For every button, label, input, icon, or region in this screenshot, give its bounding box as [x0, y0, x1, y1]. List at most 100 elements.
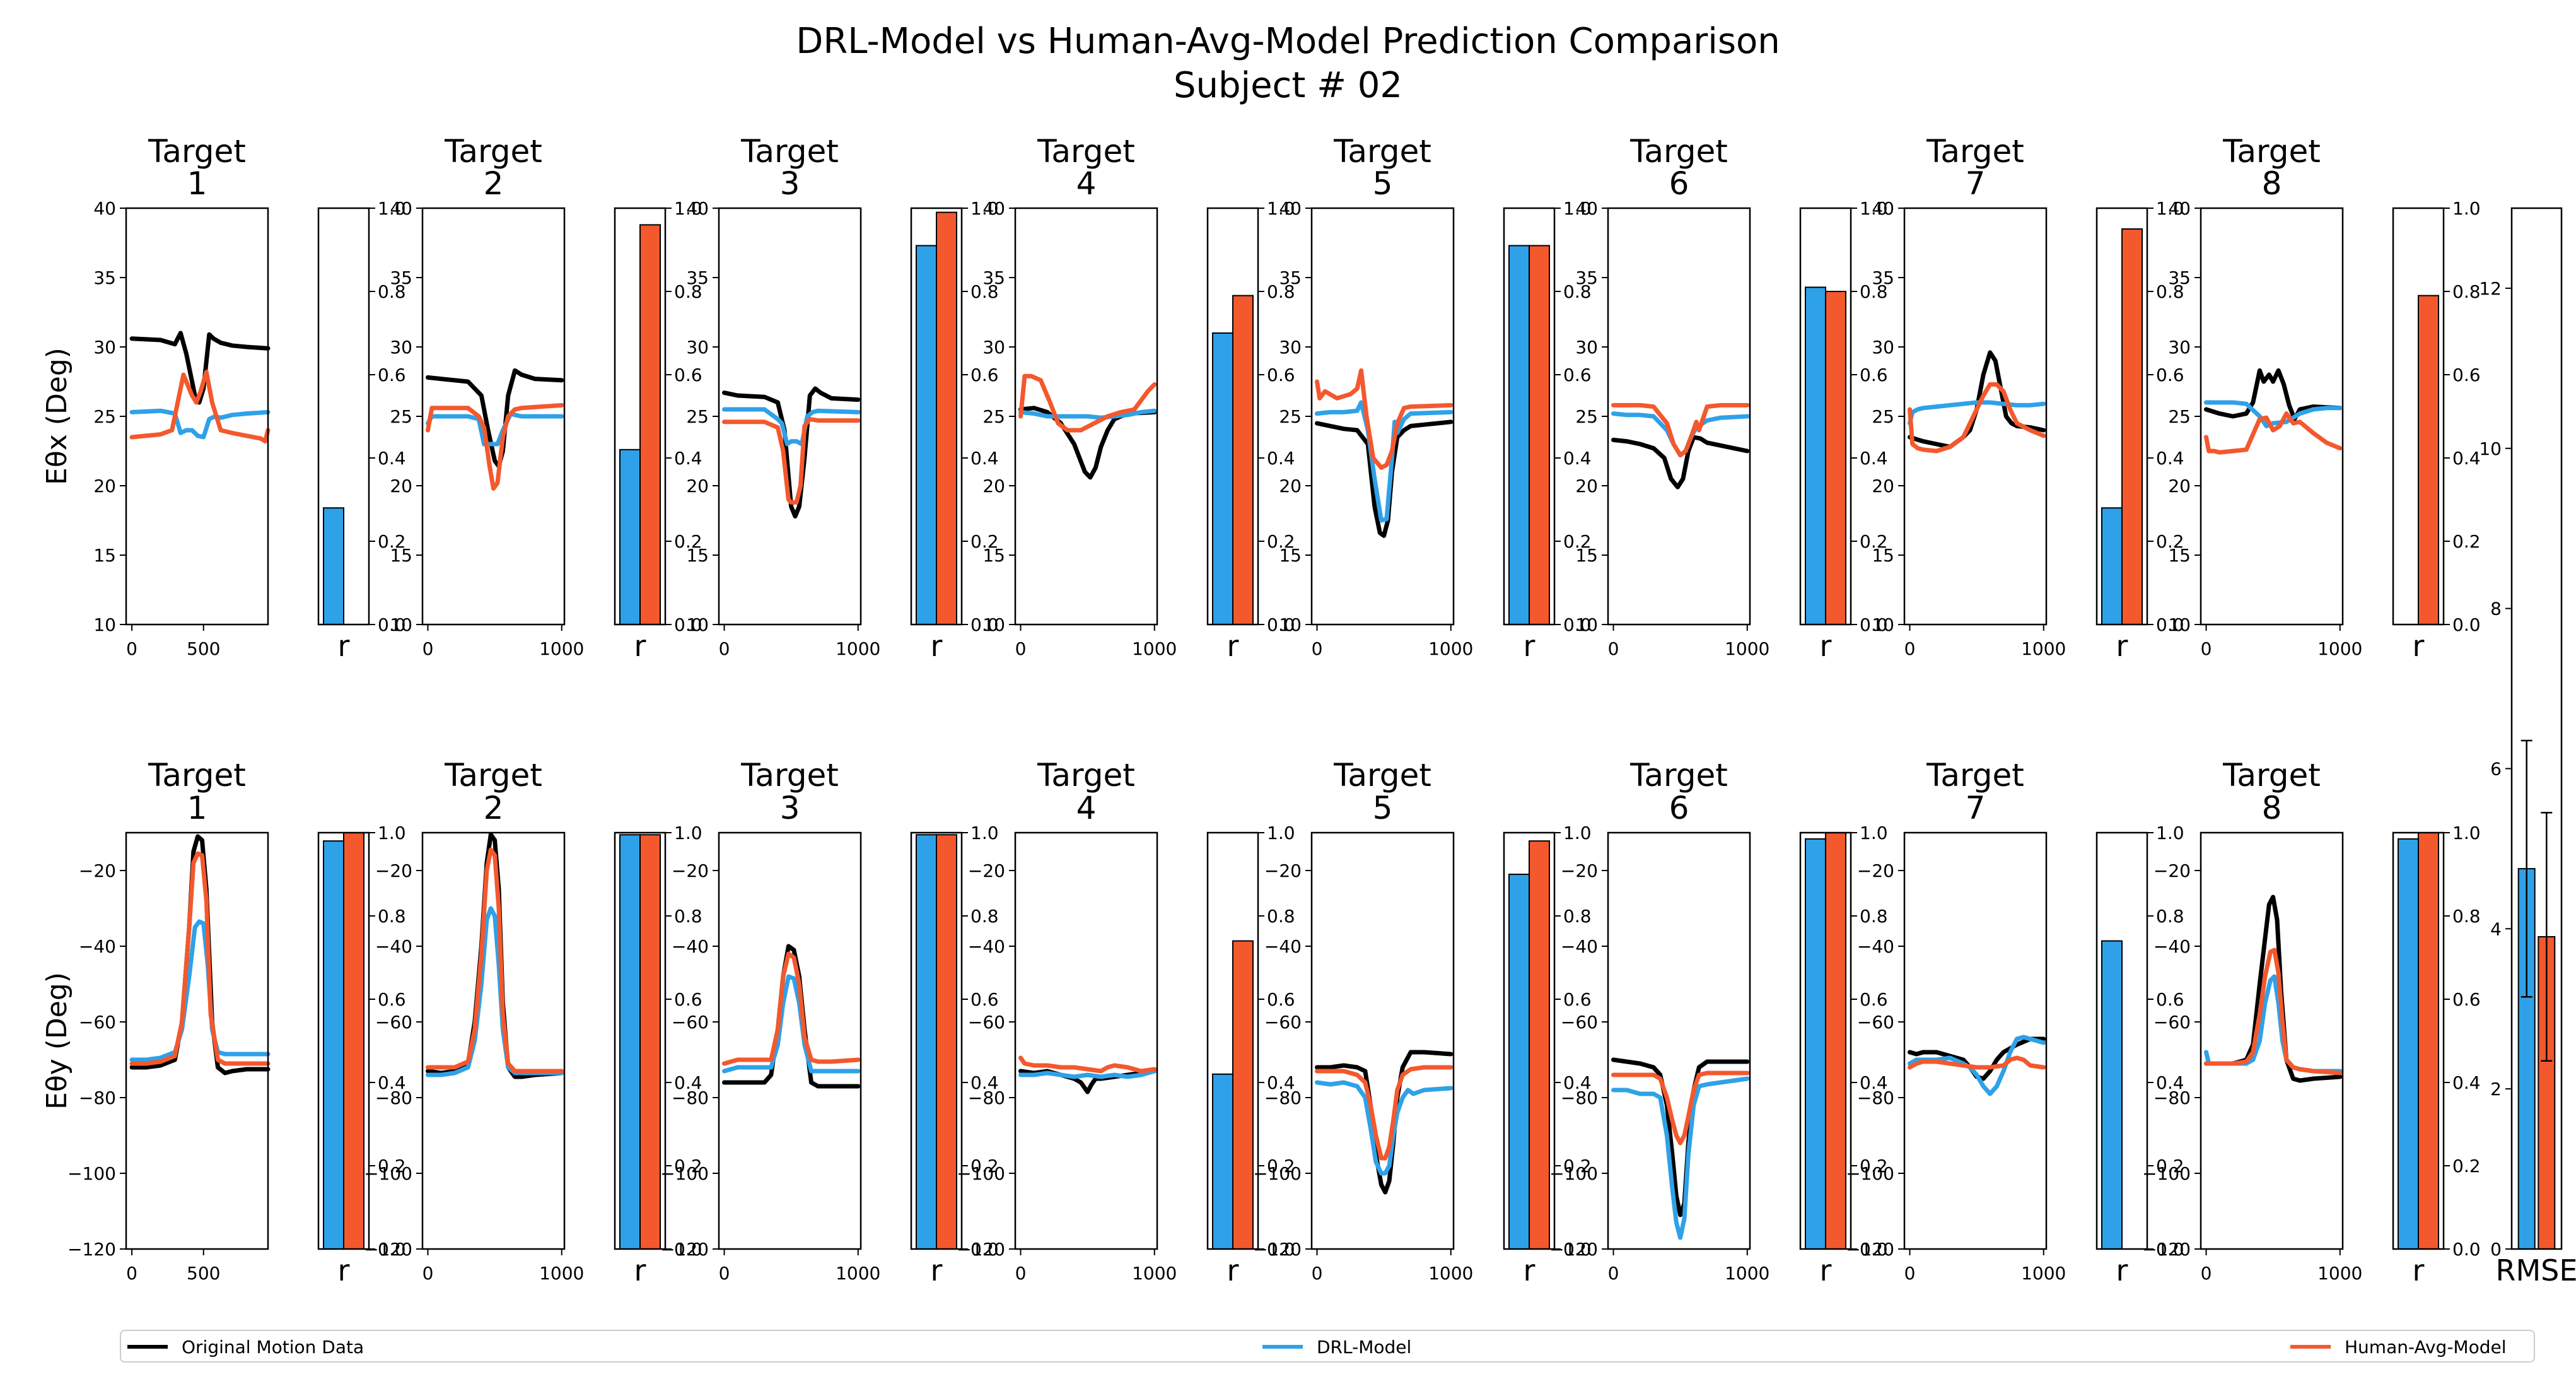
top-target6-title-word: Target	[1629, 133, 1728, 170]
top-target5-ytick-label: 40	[1279, 198, 1302, 219]
bottom-r-panel1-ytick-label: 0.4	[378, 1072, 406, 1093]
top-r-panel1-ytick-label: 0.6	[378, 365, 406, 385]
top-r-panel2-ytick-label: 0.6	[674, 365, 702, 385]
bottom-r-panel4-bar-human	[1232, 940, 1254, 1250]
top-target8-ytick-label: 30	[2168, 337, 2191, 358]
bottom-r-panel4-ytick-label: 1.0	[1267, 823, 1295, 843]
bottom-target1-ytick-label: −60	[79, 1012, 116, 1033]
bottom-target4-ytick-label: −100	[957, 1163, 1005, 1184]
top-r-panel5-ytick-label: 1.0	[1563, 198, 1592, 219]
top-target1-ytick-label: 10	[93, 614, 116, 635]
top-target6-ytick-label: 40	[1575, 198, 1598, 219]
bottom-target8-ytick-label: −40	[2153, 936, 2191, 957]
bottom-target6-frame	[1607, 831, 1751, 1250]
bottom-target8-title-number: 8	[2262, 790, 2282, 826]
bottom-target5-ytick-label: −20	[1264, 860, 1302, 881]
top-target7-ytick-label: 15	[1872, 545, 1894, 566]
top-r-panel2-frame	[614, 207, 667, 626]
bottom-target1-ytick-label: −80	[79, 1088, 116, 1108]
bottom-r-panel7-ytick-label: 1.0	[2156, 823, 2184, 843]
top-target8-xtick-label: 0	[2201, 638, 2212, 659]
top-r-panel1-ytick-label: 0.0	[378, 614, 406, 635]
top-target5-ytick-label: 30	[1279, 337, 1302, 358]
top-target6-line-human	[1611, 402, 1750, 458]
top-target3-ytick-label: 30	[686, 337, 709, 358]
bottom-target5-xtick-label: 0	[1312, 1263, 1323, 1284]
top-ylabel: Eθx (Deg)	[41, 348, 73, 485]
bottom-target6-title-word: Target	[1629, 757, 1728, 794]
bottom-target8-ytick-label: −120	[2142, 1239, 2191, 1260]
top-target6-xtick-label: 0	[1608, 638, 1619, 659]
top-r-panel1-ytick-label: 0.8	[378, 281, 406, 302]
bottom-r-panel2-ytick-label: 0.0	[674, 1239, 702, 1260]
bottom-r-panel4-ytick-label: 0.4	[1267, 1072, 1295, 1093]
top-target6-ytick-label: 35	[1575, 267, 1598, 288]
bottom-target3-ytick-label: −120	[660, 1239, 709, 1260]
top-target4-ytick-label: 35	[982, 267, 1005, 288]
top-target5-frame	[1310, 207, 1455, 626]
top-r-panel6-ytick-label: 0.4	[1860, 448, 1888, 469]
bottom-target5-ytick-label: −120	[1253, 1239, 1302, 1260]
top-target4-frame	[1014, 207, 1158, 626]
top-r-panel2-bar-human	[639, 224, 661, 625]
bottom-target2-frame	[421, 831, 566, 1250]
bottom-target1-title-number: 1	[187, 790, 207, 826]
bottom-r-panel1-ytick-label: 0.8	[378, 906, 406, 927]
top-target2-ytick-label: 15	[390, 545, 412, 566]
bottom-target8-line-original	[2204, 894, 2343, 1083]
top-r-panel7-ytick-label: 0.0	[2156, 614, 2184, 635]
top-r-panel6-ytick-label: 0.0	[1860, 614, 1888, 635]
bottom-r-panel3-ytick-label: 0.6	[970, 989, 999, 1010]
bottom-target2-ytick-label: −60	[375, 1012, 412, 1033]
bottom-target3-title-word: Target	[740, 757, 839, 794]
bottom-target4-ytick-label: −20	[968, 860, 1005, 881]
top-target4-xtick-label: 0	[1015, 638, 1027, 659]
bottom-target1-line-drl	[129, 919, 271, 1062]
top-target2-title-word: Target	[444, 133, 542, 170]
bottom-r-panel8-bar-drl	[2398, 838, 2419, 1250]
top-r-panel6-bar-human	[1825, 291, 1846, 625]
legend-swatch-human	[2290, 1345, 2331, 1349]
top-r-panel8-ytick-label: 0.8	[2452, 281, 2481, 302]
top-r-panel6-xlabel: r	[1820, 629, 1832, 663]
bottom-target8-title-word: Target	[2222, 757, 2321, 794]
top-target8-ytick-label: 35	[2168, 267, 2191, 288]
bottom-target8-line-drl	[2204, 974, 2343, 1074]
top-r-panel5-bar-human	[1529, 245, 1550, 625]
bottom-r-panel3-ytick-label: 0.4	[970, 1072, 999, 1093]
bottom-target3-line-original	[722, 944, 861, 1089]
top-r-panel4-xlabel: r	[1227, 629, 1239, 663]
top-target7-line-drl	[1908, 400, 2046, 426]
bottom-target1-xtick-label: 500	[187, 1263, 220, 1284]
top-target3-ytick-label: 40	[686, 198, 709, 219]
top-target2-line-human	[426, 402, 564, 491]
bottom-r-panel3-ytick-label: 0.8	[970, 906, 999, 927]
bottom-r-panel7-bar-drl	[2101, 940, 2123, 1250]
top-target3-ytick-label: 20	[686, 476, 709, 496]
bottom-r-panel5-ytick-label: 0.6	[1563, 989, 1592, 1010]
bottom-target5-line-original	[1315, 1050, 1454, 1195]
bottom-r-panel2-frame	[614, 831, 667, 1250]
bottom-r-panel1-ytick-label: 0.6	[378, 989, 406, 1010]
bottom-target4-line-human	[1018, 1055, 1157, 1074]
bottom-r-panel1-bar-drl	[323, 840, 344, 1250]
top-target5-ytick-label: 20	[1279, 476, 1302, 496]
rmse-ytick-label: 10	[2479, 438, 2502, 459]
top-r-panel2-ytick-label: 0.2	[674, 531, 702, 552]
top-r-panel6-bar-drl	[1805, 286, 1826, 625]
top-r-panel7-frame	[2095, 207, 2148, 626]
top-r-panel3-ytick-label: 0.0	[970, 614, 999, 635]
top-r-panel8-frame	[2392, 207, 2445, 626]
bottom-r-panel2-bar-human	[639, 834, 661, 1250]
bottom-target3-line-drl	[722, 974, 861, 1074]
top-target4-ytick-label: 30	[982, 337, 1005, 358]
top-target7-ytick-label: 35	[1872, 267, 1894, 288]
bottom-r-panel2-ytick-label: 1.0	[674, 823, 702, 843]
legend-label-original: Original Motion Data	[182, 1336, 364, 1358]
legend-swatch-original	[127, 1345, 168, 1349]
top-target2-ytick-label: 10	[390, 614, 412, 635]
bottom-target8-ytick-label: −80	[2153, 1088, 2191, 1108]
bottom-target7-xtick-label: 1000	[2021, 1263, 2066, 1284]
top-r-panel1-xlabel: r	[338, 629, 350, 663]
